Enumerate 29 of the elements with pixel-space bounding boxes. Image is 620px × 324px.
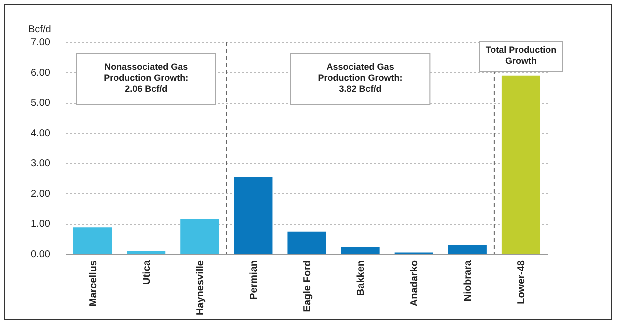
x-tick-label: Haynesville [195,260,206,316]
y-tick-label: 6.00 [31,68,51,79]
bar [502,76,540,254]
x-tick-label: Anadarko [410,260,421,307]
y-tick-label: 0.00 [31,250,51,260]
x-tick-label: Bakken [356,260,368,296]
annotation: Associated Gas Production Growth: 3.82 Bcf/d [318,62,403,94]
y-tick-label: 7.00 [31,38,51,48]
y-tick-label: 1.00 [31,219,51,230]
bar [288,232,326,254]
x-tick-label: Utica [142,260,153,285]
annotation: Total Production Growth [486,45,557,66]
x-tick-label: Eagle Ford [302,260,314,312]
bar [74,228,112,254]
y-tick-label: 4.00 [31,128,51,140]
x-tick-label: Permian [248,260,260,300]
y-tick-label: 2.00 [31,188,51,200]
bar [180,219,220,254]
y-axis-title: Bcf/d [28,24,52,36]
bar [234,177,273,254]
annotation: Nonassociated Gas Production Growth: 2.06 Bcf/d [104,62,189,94]
bar [127,251,166,254]
y-tick-label: 5.00 [31,98,51,110]
y-tick-label: 3.00 [31,158,51,170]
bar [341,247,380,254]
x-tick-label: Lower-48 [516,260,528,304]
x-tick-label: Niobrara [463,260,474,302]
bar [448,245,487,254]
x-tick-label: Marcellus [88,260,100,307]
